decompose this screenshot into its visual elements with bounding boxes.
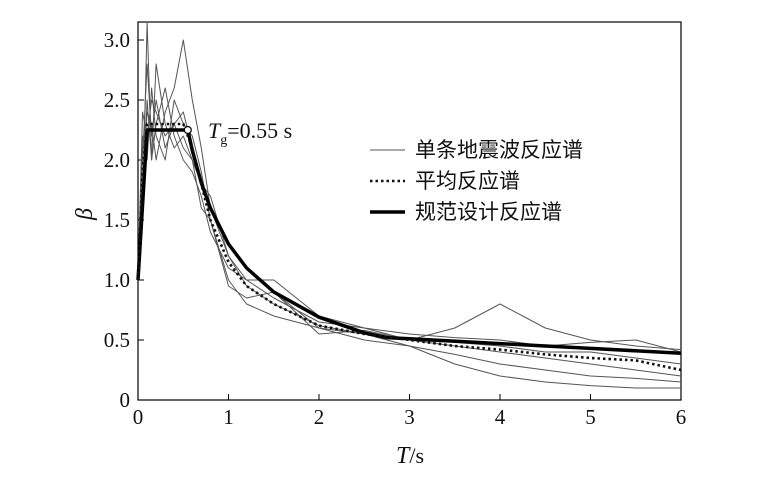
single-wave-curve-4 [137, 87, 682, 351]
x-tick-label: 5 [585, 405, 596, 429]
x-tick-label: 2 [314, 405, 325, 429]
y-tick-label: 2.5 [104, 88, 130, 112]
legend: 单条地震波反应谱 平均反应谱 规范设计反应谱 [370, 138, 583, 224]
tg-annotation-sub: g [220, 133, 227, 148]
y-tick-label: 0 [120, 388, 131, 412]
single-wave-curve-5 [137, 63, 681, 389]
x-tick-label: 4 [495, 405, 506, 429]
single-wave-curve-3 [137, 39, 682, 383]
x-axis-var: T [396, 443, 411, 469]
legend-label-average: 平均反应谱 [415, 169, 520, 193]
tg-annotation-rest: =0.55 s [227, 118, 292, 143]
y-tick-label: 1.5 [104, 208, 130, 232]
y-tick-label: 2.0 [104, 148, 130, 172]
y-tick-label: 0.5 [104, 328, 130, 352]
series-layer [136, 21, 682, 389]
x-tick-label: 3 [404, 405, 415, 429]
average-spectrum-curve [136, 122, 682, 372]
x-tick-label: 6 [676, 405, 687, 429]
single-wave-curve-1 [137, 63, 682, 377]
x-tick-label: 0 [133, 405, 144, 429]
ticks-layer: 0 1 2 3 4 5 6 0 0.5 1.0 1.5 2.0 2.5 3.0 [104, 28, 687, 429]
plot-frame [137, 21, 682, 401]
legend-label-design: 规范设计反应谱 [415, 200, 562, 224]
tg-annotation-base: T [208, 118, 222, 143]
y-axis-title: β [72, 208, 98, 221]
tg-annotation: Tg=0.55 s [208, 118, 292, 148]
single-wave-curve-2 [137, 21, 682, 353]
tg-marker [183, 125, 192, 135]
y-tick-label: 1.0 [104, 268, 130, 292]
y-tick-label: 3.0 [104, 28, 130, 52]
single-wave-curve-6 [137, 99, 682, 365]
x-axis-unit: /s [409, 443, 424, 468]
legend-label-single: 单条地震波反应谱 [415, 138, 583, 162]
x-axis-title: T/s [396, 443, 424, 469]
x-tick-label: 1 [223, 405, 234, 429]
marker-layer [183, 125, 192, 135]
